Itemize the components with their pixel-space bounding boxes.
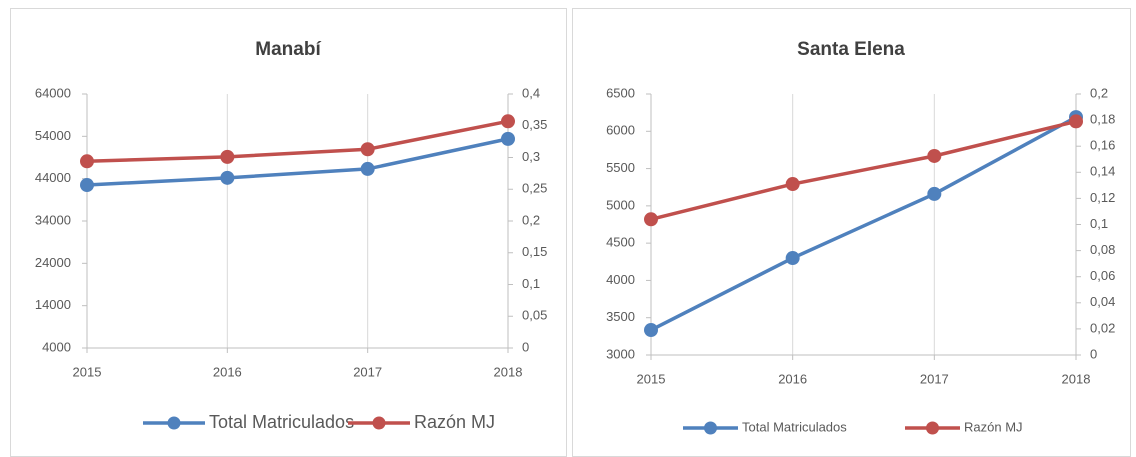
y2-tick-label: 0,04 — [1090, 294, 1115, 309]
y-tick-label: 3000 — [606, 346, 635, 361]
y-tick-label: 54000 — [35, 128, 71, 143]
legend-marker — [704, 421, 717, 435]
x-tick-label: 2015 — [73, 364, 102, 379]
y2-tick-label: 0,12 — [1090, 190, 1115, 205]
y2-tick-label: 0,16 — [1090, 138, 1115, 153]
y-tick-label: 5000 — [606, 197, 635, 212]
x-tick-label: 2017 — [920, 371, 949, 386]
y2-tick-label: 0,18 — [1090, 112, 1115, 127]
legend-marker — [167, 416, 181, 430]
data-point — [80, 178, 94, 193]
y2-tick-label: 0,15 — [522, 244, 547, 259]
y2-tick-label: 0,25 — [522, 181, 547, 196]
legend-label: Total Matriculados — [742, 419, 847, 434]
y-tick-label: 4000 — [606, 272, 635, 287]
y2-tick-label: 0 — [1090, 346, 1097, 361]
y-tick-label: 6500 — [606, 85, 635, 100]
data-point — [220, 170, 235, 185]
data-point — [360, 161, 375, 176]
data-point — [644, 323, 658, 338]
y2-tick-label: 0,08 — [1090, 242, 1115, 257]
x-tick-label: 2016 — [778, 371, 807, 386]
data-point — [220, 149, 235, 164]
y2-tick-label: 0,02 — [1090, 320, 1115, 335]
panel — [10, 8, 567, 457]
y2-tick-label: 0,3 — [522, 149, 540, 164]
y-tick-label: 14000 — [35, 297, 71, 312]
y-tick-label: 44000 — [35, 170, 71, 185]
data-point — [785, 251, 800, 266]
data-point — [1069, 114, 1083, 129]
data-point — [927, 148, 942, 163]
y2-tick-label: 0,06 — [1090, 268, 1115, 283]
x-tick-label: 2016 — [213, 364, 242, 379]
data-point — [80, 154, 94, 169]
y2-tick-label: 0,14 — [1090, 164, 1115, 179]
legend-label: Razón MJ — [414, 412, 495, 432]
y-tick-label: 24000 — [35, 255, 71, 270]
x-tick-label: 2015 — [637, 371, 666, 386]
legend-marker — [926, 421, 939, 435]
x-tick-label: 2017 — [353, 364, 382, 379]
y2-tick-label: 0,2 — [522, 212, 540, 227]
y2-tick-label: 0,35 — [522, 117, 547, 132]
data-point — [644, 212, 658, 227]
x-tick-label: 2018 — [494, 364, 523, 379]
y-tick-label: 6000 — [606, 123, 635, 138]
data-point — [501, 131, 515, 146]
data-point — [360, 142, 375, 157]
y2-tick-label: 0,1 — [1090, 216, 1108, 231]
data-point — [501, 114, 515, 129]
chart-title: Santa Elena — [797, 39, 905, 60]
series-line — [650, 115, 1077, 332]
legend-label: Total Matriculados — [209, 412, 354, 432]
data-point — [785, 177, 800, 192]
series-line — [650, 119, 1077, 221]
y-tick-label: 4000 — [42, 339, 71, 354]
legend-marker — [372, 416, 386, 430]
y-tick-label: 4500 — [606, 235, 635, 250]
series-line — [86, 119, 509, 164]
y-tick-label: 64000 — [35, 85, 71, 100]
y2-tick-label: 0,1 — [522, 276, 540, 291]
y2-tick-label: 0,05 — [522, 308, 547, 323]
x-tick-label: 2018 — [1062, 371, 1091, 386]
y2-tick-label: 0,4 — [522, 85, 540, 100]
data-point — [927, 186, 942, 201]
y-tick-label: 34000 — [35, 212, 71, 227]
y-tick-label: 3500 — [606, 309, 635, 324]
chart-title: Manabí — [255, 39, 321, 60]
legend-label: Razón MJ — [964, 419, 1023, 434]
y-tick-label: 5500 — [606, 160, 635, 175]
y2-tick-label: 0 — [522, 339, 529, 354]
series-line — [86, 137, 509, 187]
y2-tick-label: 0,2 — [1090, 85, 1108, 100]
